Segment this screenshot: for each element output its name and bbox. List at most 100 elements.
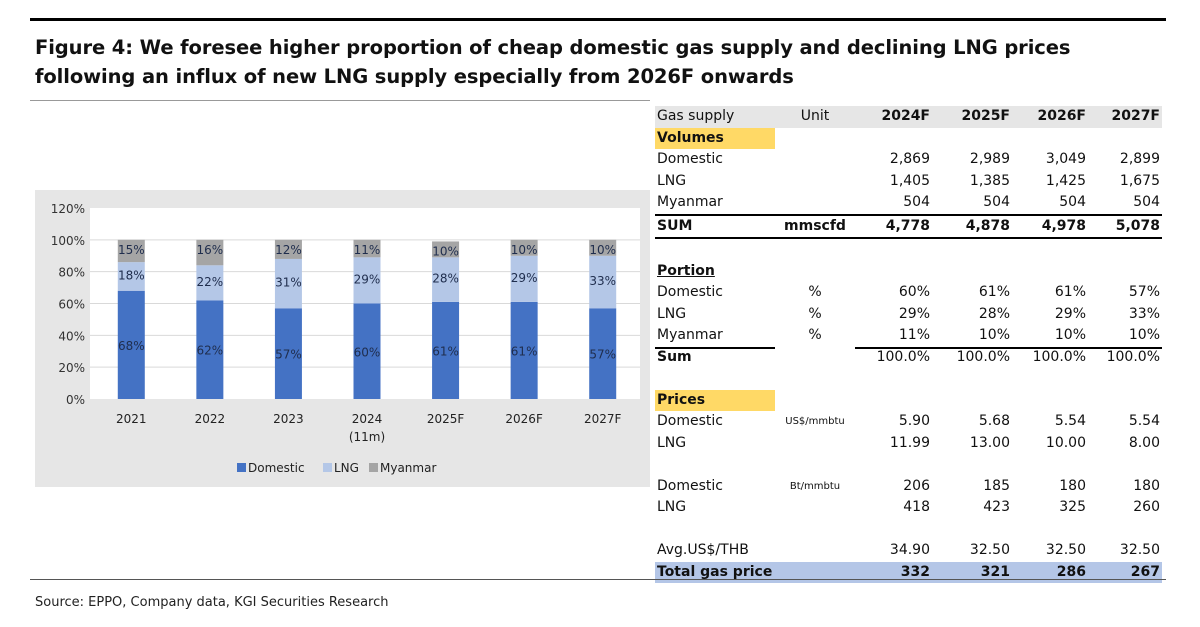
value-cell: 32.50 bbox=[1045, 542, 1086, 558]
x-tick-label: 2024 bbox=[352, 412, 383, 426]
row-label: SUM bbox=[657, 217, 693, 234]
value-cell: 2,869 bbox=[889, 151, 930, 167]
y-tick-label: 80% bbox=[58, 266, 85, 280]
table-row: SUM mmscfd 4,778 4,878 4,978 5,078 bbox=[655, 216, 1162, 239]
value-cell: 11.99 bbox=[889, 434, 930, 451]
chart-panel: 0% 20% 40% 60% 80% 100% 120% 68% 18% 15% 2021 62% 22… bbox=[35, 190, 650, 487]
row-label: Sum bbox=[657, 348, 692, 365]
value-cell: 504 bbox=[983, 194, 1010, 210]
value-cell: 61% bbox=[978, 284, 1010, 300]
data-label: 22% bbox=[197, 275, 224, 289]
y-tick-label: 120% bbox=[51, 202, 85, 216]
unit-cell: mmscfd bbox=[784, 217, 846, 234]
bar-domestic bbox=[117, 290, 145, 399]
column-header: 2024F bbox=[881, 108, 930, 124]
value-cell: 10.00 bbox=[1045, 434, 1086, 451]
data-label: 62% bbox=[197, 344, 224, 358]
value-cell: 267 bbox=[1130, 563, 1160, 580]
data-label: 61% bbox=[511, 344, 538, 358]
section-label: Prices bbox=[655, 389, 775, 411]
table-row: Avg.US$/THB 34.90 32.50 32.50 32.50 bbox=[655, 540, 1162, 562]
row-label: Myanmar bbox=[657, 194, 723, 210]
value-cell: 1,675 bbox=[1119, 172, 1160, 189]
value-cell: 5.54 bbox=[1128, 413, 1160, 429]
value-cell: 10% bbox=[932, 325, 1012, 349]
x-tick-label: 2022 bbox=[195, 412, 226, 426]
blank-row bbox=[655, 368, 1162, 390]
legend-label: Myanmar bbox=[380, 461, 436, 475]
bar-lng bbox=[589, 255, 617, 309]
value-cell: 8.00 bbox=[1128, 434, 1160, 451]
blank-row bbox=[655, 454, 1162, 476]
row-label: Domestic bbox=[657, 413, 723, 429]
x-tick-label: 2023 bbox=[273, 412, 304, 426]
bar-lng bbox=[274, 258, 302, 309]
table-row: Domestic US$/mmbtu 5.90 5.68 5.54 5.54 bbox=[655, 411, 1162, 433]
y-tick-label: 100% bbox=[51, 234, 85, 248]
row-label: Domestic bbox=[657, 477, 723, 494]
value-cell: 100.0% bbox=[1106, 348, 1160, 365]
bar-myanmar bbox=[510, 239, 538, 256]
data-label: 60% bbox=[354, 345, 381, 359]
data-label: 10% bbox=[589, 243, 616, 257]
bar-lng bbox=[432, 257, 460, 302]
x-tick-label: 2021 bbox=[116, 412, 147, 426]
value-cell: 180 bbox=[1133, 477, 1160, 494]
bar-domestic bbox=[589, 308, 617, 399]
value-cell: 5.68 bbox=[978, 413, 1010, 429]
bar-domestic bbox=[353, 303, 381, 399]
table-row: LNG 11.99 13.00 10.00 8.00 bbox=[655, 433, 1162, 455]
legend-swatch bbox=[237, 463, 246, 472]
value-cell: 11% bbox=[855, 325, 932, 349]
blank-row bbox=[655, 519, 1162, 541]
data-label: 12% bbox=[275, 243, 302, 257]
figure-title: Figure 4: We foresee higher proportion o… bbox=[35, 36, 1071, 88]
value-cell: 321 bbox=[980, 563, 1010, 580]
unit-cell bbox=[775, 540, 855, 562]
value-cell: 3,049 bbox=[1045, 151, 1086, 167]
table-row: Total gas price 332 321 286 267 bbox=[655, 561, 1162, 583]
unit-cell: US$/mmbtu bbox=[785, 416, 845, 427]
bar-lng bbox=[510, 255, 538, 302]
legend-swatch bbox=[369, 463, 378, 472]
unit-cell bbox=[775, 433, 855, 455]
value-cell: 100.0% bbox=[956, 348, 1010, 365]
y-tick-label: 0% bbox=[66, 393, 85, 407]
section-row: Prices bbox=[655, 389, 1162, 411]
row-label: LNG bbox=[657, 305, 687, 322]
value-cell: 57% bbox=[1128, 284, 1160, 300]
table-row: Sum 100.0% 100.0% 100.0% 100.0% bbox=[655, 347, 1162, 369]
value-cell: 33% bbox=[1128, 305, 1160, 322]
bar-domestic bbox=[196, 300, 224, 399]
value-cell: 61% bbox=[1054, 284, 1086, 300]
value-cell: 100.0% bbox=[876, 348, 930, 365]
data-label: 28% bbox=[432, 272, 459, 286]
value-cell: 185 bbox=[983, 477, 1010, 494]
table-row: Domestic Bt/mmbtu 206 185 180 180 bbox=[655, 476, 1162, 498]
value-cell: 4,878 bbox=[965, 217, 1010, 234]
table-row: Myanmar 504 504 504 504 bbox=[655, 192, 1162, 216]
unit-cell bbox=[775, 149, 855, 171]
value-cell: 1,425 bbox=[1045, 172, 1086, 189]
data-label: 61% bbox=[432, 344, 459, 358]
y-tick-label: 60% bbox=[58, 298, 85, 312]
value-cell: 206 bbox=[903, 477, 930, 494]
value-cell: 286 bbox=[1056, 563, 1086, 580]
data-label: 10% bbox=[511, 243, 538, 257]
value-cell: 13.00 bbox=[969, 434, 1010, 451]
bar-domestic bbox=[432, 301, 460, 399]
x-tick-sublabel: (11m) bbox=[349, 430, 385, 444]
data-label: 68% bbox=[118, 339, 145, 353]
bar-domestic bbox=[510, 301, 538, 399]
row-label: Total gas price bbox=[657, 563, 773, 580]
y-tick-label: 40% bbox=[58, 329, 85, 343]
value-cell: 504 bbox=[1059, 194, 1086, 210]
column-header: Unit bbox=[800, 108, 830, 124]
value-cell: 4,978 bbox=[1041, 217, 1086, 234]
column-header: 2027F bbox=[1111, 108, 1160, 124]
x-tick-label: 2025F bbox=[427, 412, 465, 426]
value-cell: 10% bbox=[1088, 325, 1162, 349]
bar-myanmar bbox=[432, 241, 460, 258]
value-cell: 332 bbox=[900, 563, 930, 580]
row-label: Domestic bbox=[657, 284, 723, 300]
